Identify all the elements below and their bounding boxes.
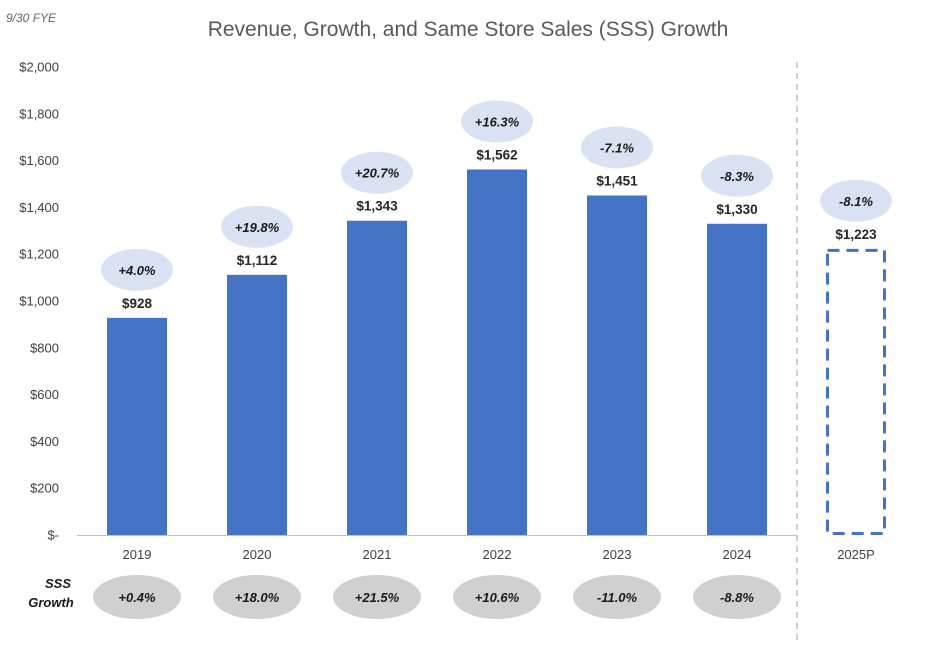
category-label: 2025P [837,547,875,562]
sss-value-label: +18.0% [235,590,280,605]
bar [107,317,167,535]
growth-bubble [461,100,533,143]
growth-bubble [221,205,293,248]
growth-label: +20.7% [355,166,400,181]
y-tick-label: $1,000 [19,294,59,309]
growth-label: -7.1% [600,140,634,155]
growth-label: -8.3% [720,169,754,184]
sss-growth-row: SSS Growth +0.4% +18.0% +21.5% +10.6% -11.0%… [28,575,781,619]
bar-value-label: $1,330 [716,202,757,217]
y-tick-label: $400 [30,434,59,449]
bar-value-label: $1,451 [596,173,638,188]
bar-value-label: $1,112 [237,253,278,268]
y-tick-label: $- [47,528,59,543]
sss-label-line2: Growth [28,595,74,610]
bar [707,223,767,535]
sss-value-label: -8.8% [720,590,754,605]
growth-label: +16.3% [475,114,520,129]
y-tick-label: $600 [30,387,59,402]
category-label: 2022 [483,547,512,562]
chart-title: Revenue, Growth, and Same Store Sales (S… [208,18,729,41]
y-axis: $- $200 $400 $600 $800 $1,000 $1,200 $1,400 $1,6… [19,60,59,543]
category-label: 2020 [243,547,272,562]
bar [347,220,407,535]
bar [587,195,647,535]
growth-label: -8.1% [839,194,873,209]
growth-bubble [820,179,892,222]
sss-value-label: -11.0% [597,590,638,605]
sss-value-label: +10.6% [475,590,520,605]
y-tick-label: $1,600 [19,153,59,168]
y-tick-label: $200 [30,481,59,496]
bar [467,169,527,535]
sss-bubble [333,575,421,619]
sss-value-label: +21.5% [355,590,400,605]
y-tick-label: $1,800 [19,106,59,121]
bar-value-label: $928 [122,296,153,311]
bar-projected [826,248,886,535]
growth-bubble [101,248,173,291]
y-tick-label: $1,200 [19,247,59,262]
growth-label: +19.8% [235,220,280,235]
bars-group: $928 +4.0% $1,112 +19.8% $1,343 +20.7% $1,562 +… [77,62,892,640]
growth-bubble [581,126,653,169]
sss-value-label: +0.4% [118,590,156,605]
growth-bubble [341,151,413,194]
bar-value-label: $1,223 [835,227,877,242]
bar-value-label: $1,343 [356,199,398,214]
sss-bubble [453,575,541,619]
y-tick-label: $2,000 [19,60,59,75]
category-label: 2023 [603,547,632,562]
sss-bubble [693,575,781,619]
growth-label: +4.0% [118,263,156,278]
bar [227,274,287,535]
bar-value-label: $1,562 [476,147,517,162]
y-tick-label: $800 [30,340,59,355]
category-label: 2019 [123,547,152,562]
y-tick-label: $1,400 [19,200,59,215]
category-label: 2024 [723,547,752,562]
sss-label-line1: SSS [45,576,71,591]
sss-bubble [573,575,661,619]
category-labels: 2019 2020 2021 2022 2023 2024 2025P [123,547,875,562]
sss-bubble [93,575,181,619]
sss-bubble [213,575,301,619]
growth-bubble [701,154,773,197]
fye-note: 9/30 FYE [6,11,57,25]
category-label: 2021 [363,547,392,562]
